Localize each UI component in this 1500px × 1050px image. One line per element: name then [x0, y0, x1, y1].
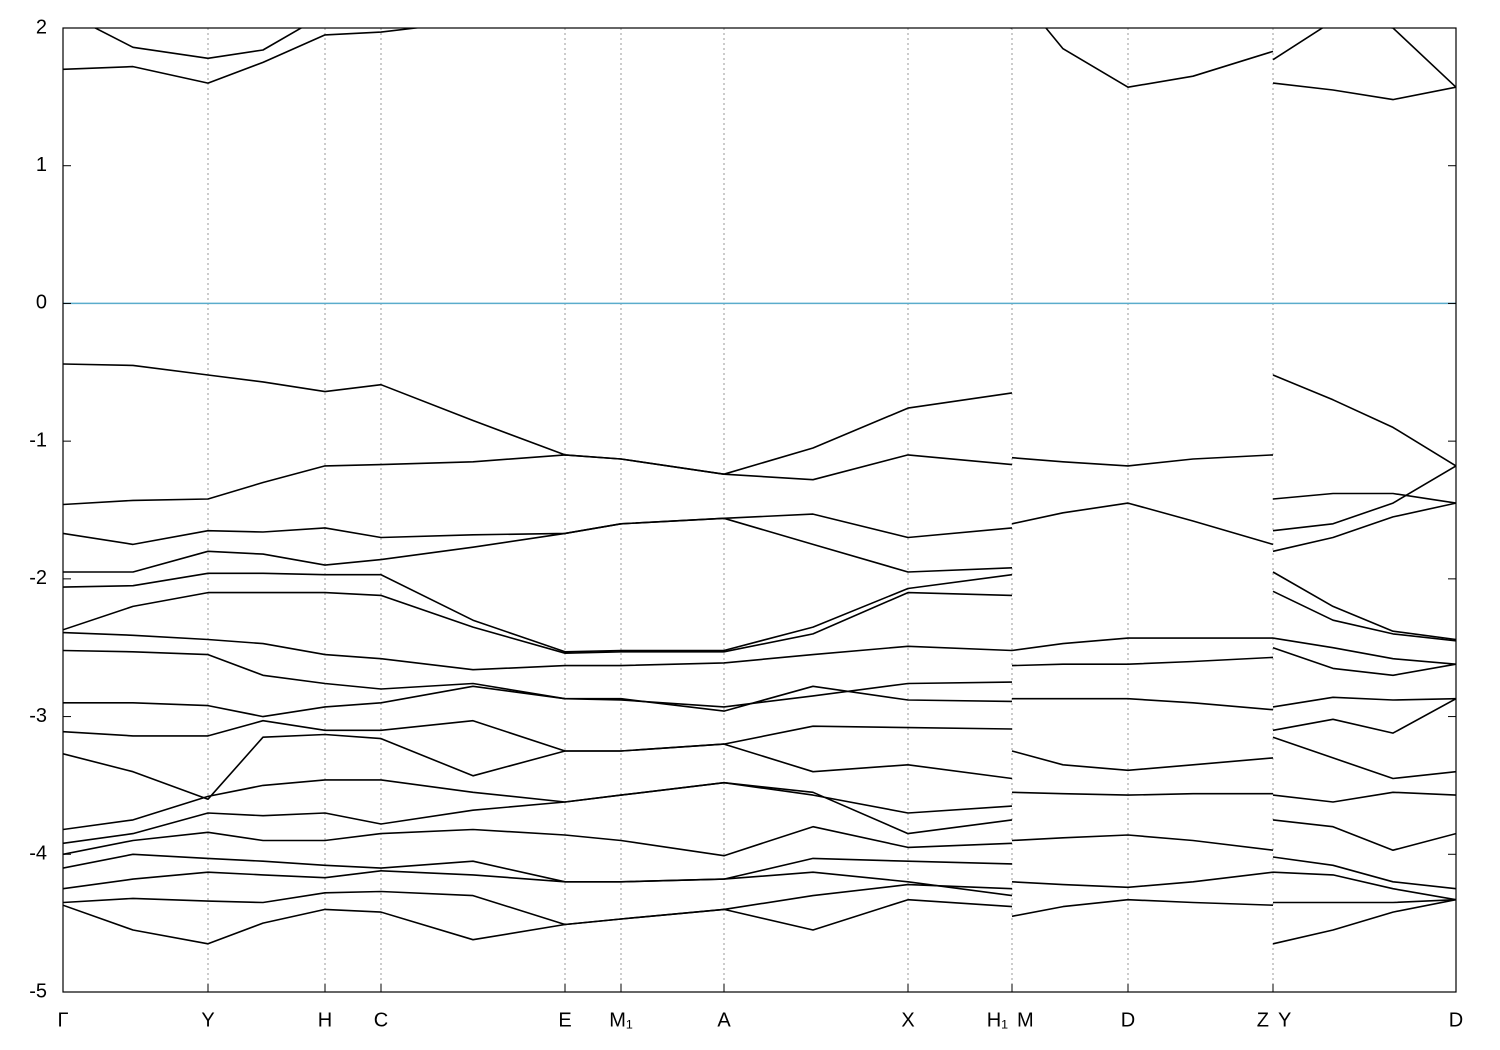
x-tick-label: Γ: [57, 1009, 68, 1031]
band-line: [1011, 750, 1274, 772]
band-line: [1272, 736, 1456, 780]
y-tick-label: -4: [29, 843, 47, 865]
band-line: [63, 853, 1013, 883]
band-line: [63, 719, 1013, 752]
x-tick-label: H: [318, 1009, 332, 1031]
band-line: [63, 517, 1013, 573]
band-line: [1272, 374, 1456, 467]
band-line: [1272, 82, 1456, 101]
band-line: [63, 883, 1013, 945]
band-line: [63, 572, 1013, 653]
band-line: [1011, 656, 1274, 667]
grid: [62, 28, 1457, 992]
y-tick-label: -2: [29, 567, 47, 589]
band-line: [1011, 791, 1273, 796]
band-line: [1272, 819, 1456, 851]
band-line: [1272, 697, 1456, 734]
x-tick-label: Z: [1257, 1009, 1269, 1031]
band-line: [1011, 871, 1274, 889]
band-line: [63, 779, 1013, 831]
y-tick-label: -5: [29, 980, 47, 1002]
band-line: [63, 733, 1013, 800]
band-line: [1011, 637, 1273, 652]
band-line: [93, 28, 303, 60]
x-tick-label: M₁: [609, 1009, 633, 1031]
band-line: [1011, 502, 1274, 546]
band-line: [1011, 898, 1274, 918]
x-tick-label: M: [1017, 1009, 1034, 1031]
band-line: [63, 454, 1013, 506]
band-line: [1012, 697, 1274, 711]
y-tick-label: 0: [36, 292, 47, 314]
band-line: [1044, 28, 1274, 88]
x-tick-label: E: [558, 1009, 571, 1031]
band-line: [1272, 28, 1456, 88]
band-line: [63, 681, 1013, 718]
x-tick-label: Y: [201, 1009, 214, 1031]
band-line: [1272, 492, 1456, 504]
x-tick-label: X: [901, 1009, 914, 1031]
band-line: [1272, 856, 1456, 890]
band-line: [1272, 465, 1456, 532]
y-tick-label: 1: [36, 154, 47, 176]
band-line: [1273, 898, 1456, 904]
band-line: [1011, 834, 1274, 851]
band-line: [1272, 898, 1456, 945]
band-line: [1272, 696, 1456, 708]
band-line: [1011, 454, 1274, 467]
band-line: [1272, 646, 1456, 677]
y-tick-label: -3: [29, 705, 47, 727]
y-tick-label: 2: [36, 16, 47, 38]
x-tick-label: C: [374, 1009, 388, 1031]
band-line: [63, 631, 1013, 671]
band-line: [63, 649, 1013, 712]
band-line: [1272, 502, 1456, 553]
band-line: [63, 825, 1013, 857]
band-line: [63, 28, 1012, 84]
band-line: [1272, 571, 1456, 641]
band-line: [1272, 871, 1456, 901]
x-tick-label: D: [1121, 1009, 1135, 1031]
band-line: [63, 591, 1013, 654]
band-line: [63, 513, 1013, 546]
bands: [63, 28, 1456, 945]
band-line: [63, 363, 1013, 475]
band-line: [63, 781, 1013, 845]
band-line: [1272, 637, 1456, 665]
band-line: [1272, 791, 1456, 803]
x-tick-label: Y: [1278, 1009, 1291, 1031]
x-tick-label: H₁: [987, 1009, 1008, 1031]
band-line: [63, 890, 1013, 931]
x-tick-label: D: [1449, 1009, 1463, 1031]
y-tick-label: -1: [29, 429, 47, 451]
plot-frame: [62, 27, 1457, 993]
band-line: [63, 870, 1013, 897]
band-line: [1272, 590, 1456, 642]
x-tick-label: A: [717, 1009, 731, 1031]
